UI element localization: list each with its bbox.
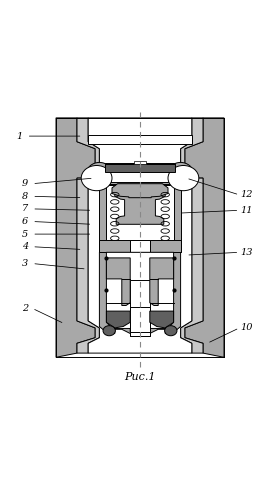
- Polygon shape: [105, 164, 175, 182]
- Polygon shape: [185, 118, 224, 357]
- Text: 1: 1: [17, 132, 23, 141]
- Ellipse shape: [165, 326, 177, 336]
- Text: 2: 2: [22, 304, 28, 313]
- Polygon shape: [88, 118, 192, 353]
- Polygon shape: [150, 240, 181, 252]
- Polygon shape: [88, 135, 192, 145]
- Polygon shape: [181, 118, 203, 353]
- Text: 9: 9: [22, 179, 28, 188]
- Polygon shape: [106, 185, 174, 240]
- Polygon shape: [99, 163, 181, 184]
- Polygon shape: [105, 164, 175, 173]
- Polygon shape: [99, 252, 181, 333]
- Polygon shape: [77, 118, 99, 353]
- Text: Рис.1: Рис.1: [124, 372, 156, 382]
- Polygon shape: [112, 184, 168, 198]
- Text: 6: 6: [22, 217, 28, 226]
- Ellipse shape: [168, 166, 199, 191]
- Text: 13: 13: [240, 248, 253, 257]
- Polygon shape: [150, 311, 174, 328]
- Polygon shape: [106, 252, 174, 332]
- Text: 5: 5: [22, 230, 28, 239]
- Polygon shape: [106, 311, 130, 328]
- Polygon shape: [56, 118, 95, 357]
- Ellipse shape: [103, 326, 115, 336]
- Polygon shape: [150, 258, 174, 305]
- Text: 7: 7: [22, 205, 28, 214]
- Text: 10: 10: [240, 323, 253, 332]
- Ellipse shape: [168, 162, 193, 184]
- Text: 4: 4: [22, 242, 28, 251]
- Polygon shape: [99, 182, 181, 241]
- Polygon shape: [99, 240, 181, 252]
- Ellipse shape: [81, 166, 112, 191]
- Text: 12: 12: [240, 191, 253, 200]
- Polygon shape: [130, 163, 150, 336]
- Polygon shape: [106, 258, 130, 305]
- Text: 11: 11: [240, 206, 253, 215]
- Polygon shape: [134, 161, 146, 164]
- Text: 3: 3: [22, 259, 28, 268]
- Polygon shape: [130, 280, 150, 336]
- Text: 8: 8: [22, 192, 28, 201]
- Polygon shape: [115, 188, 165, 224]
- Ellipse shape: [87, 162, 112, 184]
- Polygon shape: [99, 240, 130, 252]
- Polygon shape: [130, 307, 150, 332]
